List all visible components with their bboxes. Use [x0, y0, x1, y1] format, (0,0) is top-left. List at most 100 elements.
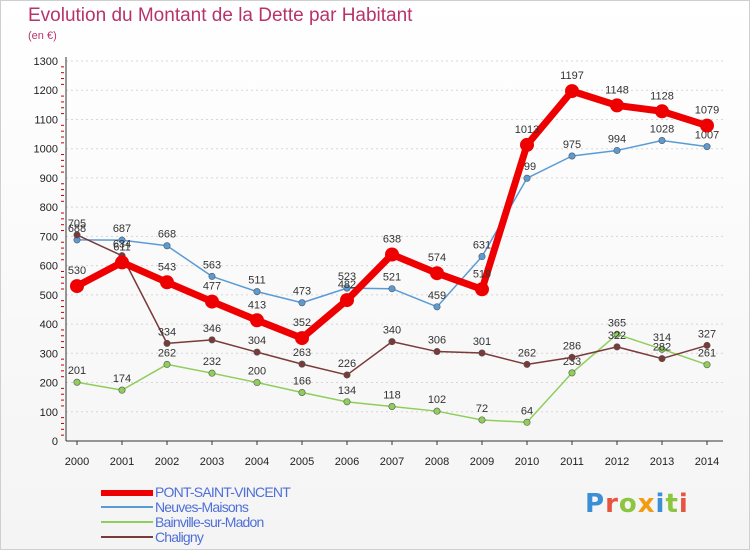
- data-label-bainville-sur-madon: 261: [698, 348, 716, 360]
- data-label-neuves-maisons: 688: [68, 223, 86, 235]
- x-tick-label: 2002: [155, 456, 179, 468]
- x-tick-label: 2008: [425, 456, 449, 468]
- data-point-pont-saint-vincent: [250, 313, 264, 328]
- data-point-chaligny: [433, 348, 441, 356]
- legend-swatch-neuves-maisons: [101, 506, 153, 508]
- data-label-pont-saint-vincent: 1197: [560, 70, 584, 82]
- data-point-neuves-maisons: [118, 236, 126, 244]
- data-label-chaligny: 263: [293, 347, 311, 359]
- data-label-neuves-maisons: 1028: [650, 124, 674, 136]
- data-point-neuves-maisons: [433, 303, 441, 311]
- data-point-bainville-sur-madon: [388, 403, 396, 411]
- data-point-pont-saint-vincent: [115, 255, 129, 270]
- data-point-chaligny: [163, 339, 171, 347]
- data-label-chaligny: 340: [383, 325, 401, 337]
- x-tick-label: 2012: [605, 456, 629, 468]
- x-tick-label: 2010: [515, 456, 539, 468]
- data-label-chaligny: 301: [473, 336, 491, 348]
- data-label-chaligny: 262: [518, 347, 536, 359]
- data-label-pont-saint-vincent: 477: [203, 281, 221, 293]
- data-point-pont-saint-vincent: [610, 98, 624, 113]
- data-label-neuves-maisons: 563: [203, 259, 221, 271]
- data-point-neuves-maisons: [298, 299, 306, 307]
- data-label-pont-saint-vincent: 611: [113, 241, 131, 253]
- legend-item-pont-saint-vincent: PONT-SAINT-VINCENT: [101, 485, 421, 500]
- legend-swatch-chaligny: [101, 536, 153, 538]
- legend-label-neuves-maisons: Neuves-Maisons: [155, 499, 249, 515]
- data-label-pont-saint-vincent: 1013: [515, 124, 539, 136]
- data-point-bainville-sur-madon: [208, 369, 216, 377]
- data-label-neuves-maisons: 687: [113, 223, 131, 235]
- data-point-bainville-sur-madon: [433, 407, 441, 415]
- data-point-chaligny: [208, 336, 216, 344]
- data-point-bainville-sur-madon: [298, 388, 306, 396]
- proxiti-logo: Proxiti: [585, 489, 689, 519]
- x-tick-label: 2006: [335, 456, 359, 468]
- data-point-bainville-sur-madon: [478, 416, 486, 424]
- data-label-bainville-sur-madon: 102: [428, 394, 446, 406]
- data-label-neuves-maisons: 668: [158, 229, 176, 241]
- data-point-chaligny: [658, 355, 666, 363]
- data-point-bainville-sur-madon: [343, 398, 351, 406]
- data-point-pont-saint-vincent: [70, 279, 84, 294]
- data-label-bainville-sur-madon: 314: [653, 332, 671, 344]
- y-tick-label: 100: [40, 407, 58, 419]
- legend-swatch-pont-saint-vincent: [101, 490, 153, 496]
- x-tick-label: 2004: [245, 456, 269, 468]
- data-point-pont-saint-vincent: [430, 266, 444, 281]
- data-label-neuves-maisons: 523: [338, 271, 356, 283]
- x-tick-label: 2007: [380, 456, 404, 468]
- data-point-neuves-maisons: [658, 137, 666, 145]
- logo-letter: r: [605, 489, 619, 519]
- x-tick-label: 2003: [200, 456, 224, 468]
- y-tick-label: 700: [40, 231, 58, 243]
- data-point-pont-saint-vincent: [205, 294, 219, 309]
- logo-letter: i: [655, 489, 666, 519]
- data-point-bainville-sur-madon: [118, 386, 126, 394]
- data-point-neuves-maisons: [703, 143, 711, 151]
- logo-letter: i: [678, 489, 689, 519]
- chart-legend: PONT-SAINT-VINCENT Neuves-Maisons Bainvi…: [101, 485, 421, 545]
- data-label-bainville-sur-madon: 200: [248, 366, 266, 378]
- data-label-bainville-sur-madon: 232: [203, 356, 221, 368]
- data-label-chaligny: 226: [338, 358, 356, 370]
- y-tick-label: 200: [40, 378, 58, 390]
- data-label-pont-saint-vincent: 519: [473, 268, 491, 280]
- x-tick-label: 2014: [695, 456, 719, 468]
- data-label-neuves-maisons: 511: [248, 275, 266, 287]
- data-point-bainville-sur-madon: [253, 379, 261, 387]
- data-label-neuves-maisons: 521: [383, 272, 401, 284]
- data-label-pont-saint-vincent: 482: [338, 279, 356, 291]
- data-point-pont-saint-vincent: [475, 282, 489, 297]
- data-point-pont-saint-vincent: [160, 275, 174, 290]
- data-point-bainville-sur-madon: [568, 369, 576, 377]
- y-tick-label: 1000: [34, 144, 58, 156]
- y-tick-label: 400: [40, 319, 58, 331]
- data-point-neuves-maisons: [208, 272, 216, 280]
- logo-letter: t: [665, 489, 679, 519]
- data-point-chaligny: [613, 343, 621, 351]
- data-label-neuves-maisons: 459: [428, 290, 446, 302]
- data-label-bainville-sur-madon: 365: [608, 317, 626, 329]
- data-point-chaligny: [73, 231, 81, 239]
- y-tick-label: 900: [40, 173, 58, 185]
- data-point-pont-saint-vincent: [385, 247, 399, 262]
- legend-item-bainville-sur-madon: Bainville-sur-Madon: [101, 515, 421, 530]
- y-tick-label: 800: [40, 202, 58, 214]
- data-label-bainville-sur-madon: 64: [521, 405, 533, 417]
- data-label-pont-saint-vincent: 1079: [695, 105, 719, 117]
- legend-swatch-bainville-sur-madon: [101, 521, 153, 523]
- data-point-pont-saint-vincent: [565, 84, 579, 99]
- x-tick-label: 2009: [470, 456, 494, 468]
- chart-title: Evolution du Montant de la Dette par Hab…: [28, 5, 413, 26]
- data-point-chaligny: [388, 338, 396, 346]
- data-point-pont-saint-vincent: [655, 104, 669, 119]
- data-point-bainville-sur-madon: [163, 360, 171, 368]
- data-point-bainville-sur-madon: [703, 361, 711, 369]
- data-label-chaligny: 306: [428, 335, 446, 347]
- data-label-pont-saint-vincent: 413: [248, 299, 266, 311]
- data-label-chaligny: 282: [653, 342, 671, 354]
- legend-item-chaligny: Chaligny: [101, 530, 421, 545]
- x-tick-label: 2005: [290, 456, 314, 468]
- data-point-chaligny: [523, 360, 531, 368]
